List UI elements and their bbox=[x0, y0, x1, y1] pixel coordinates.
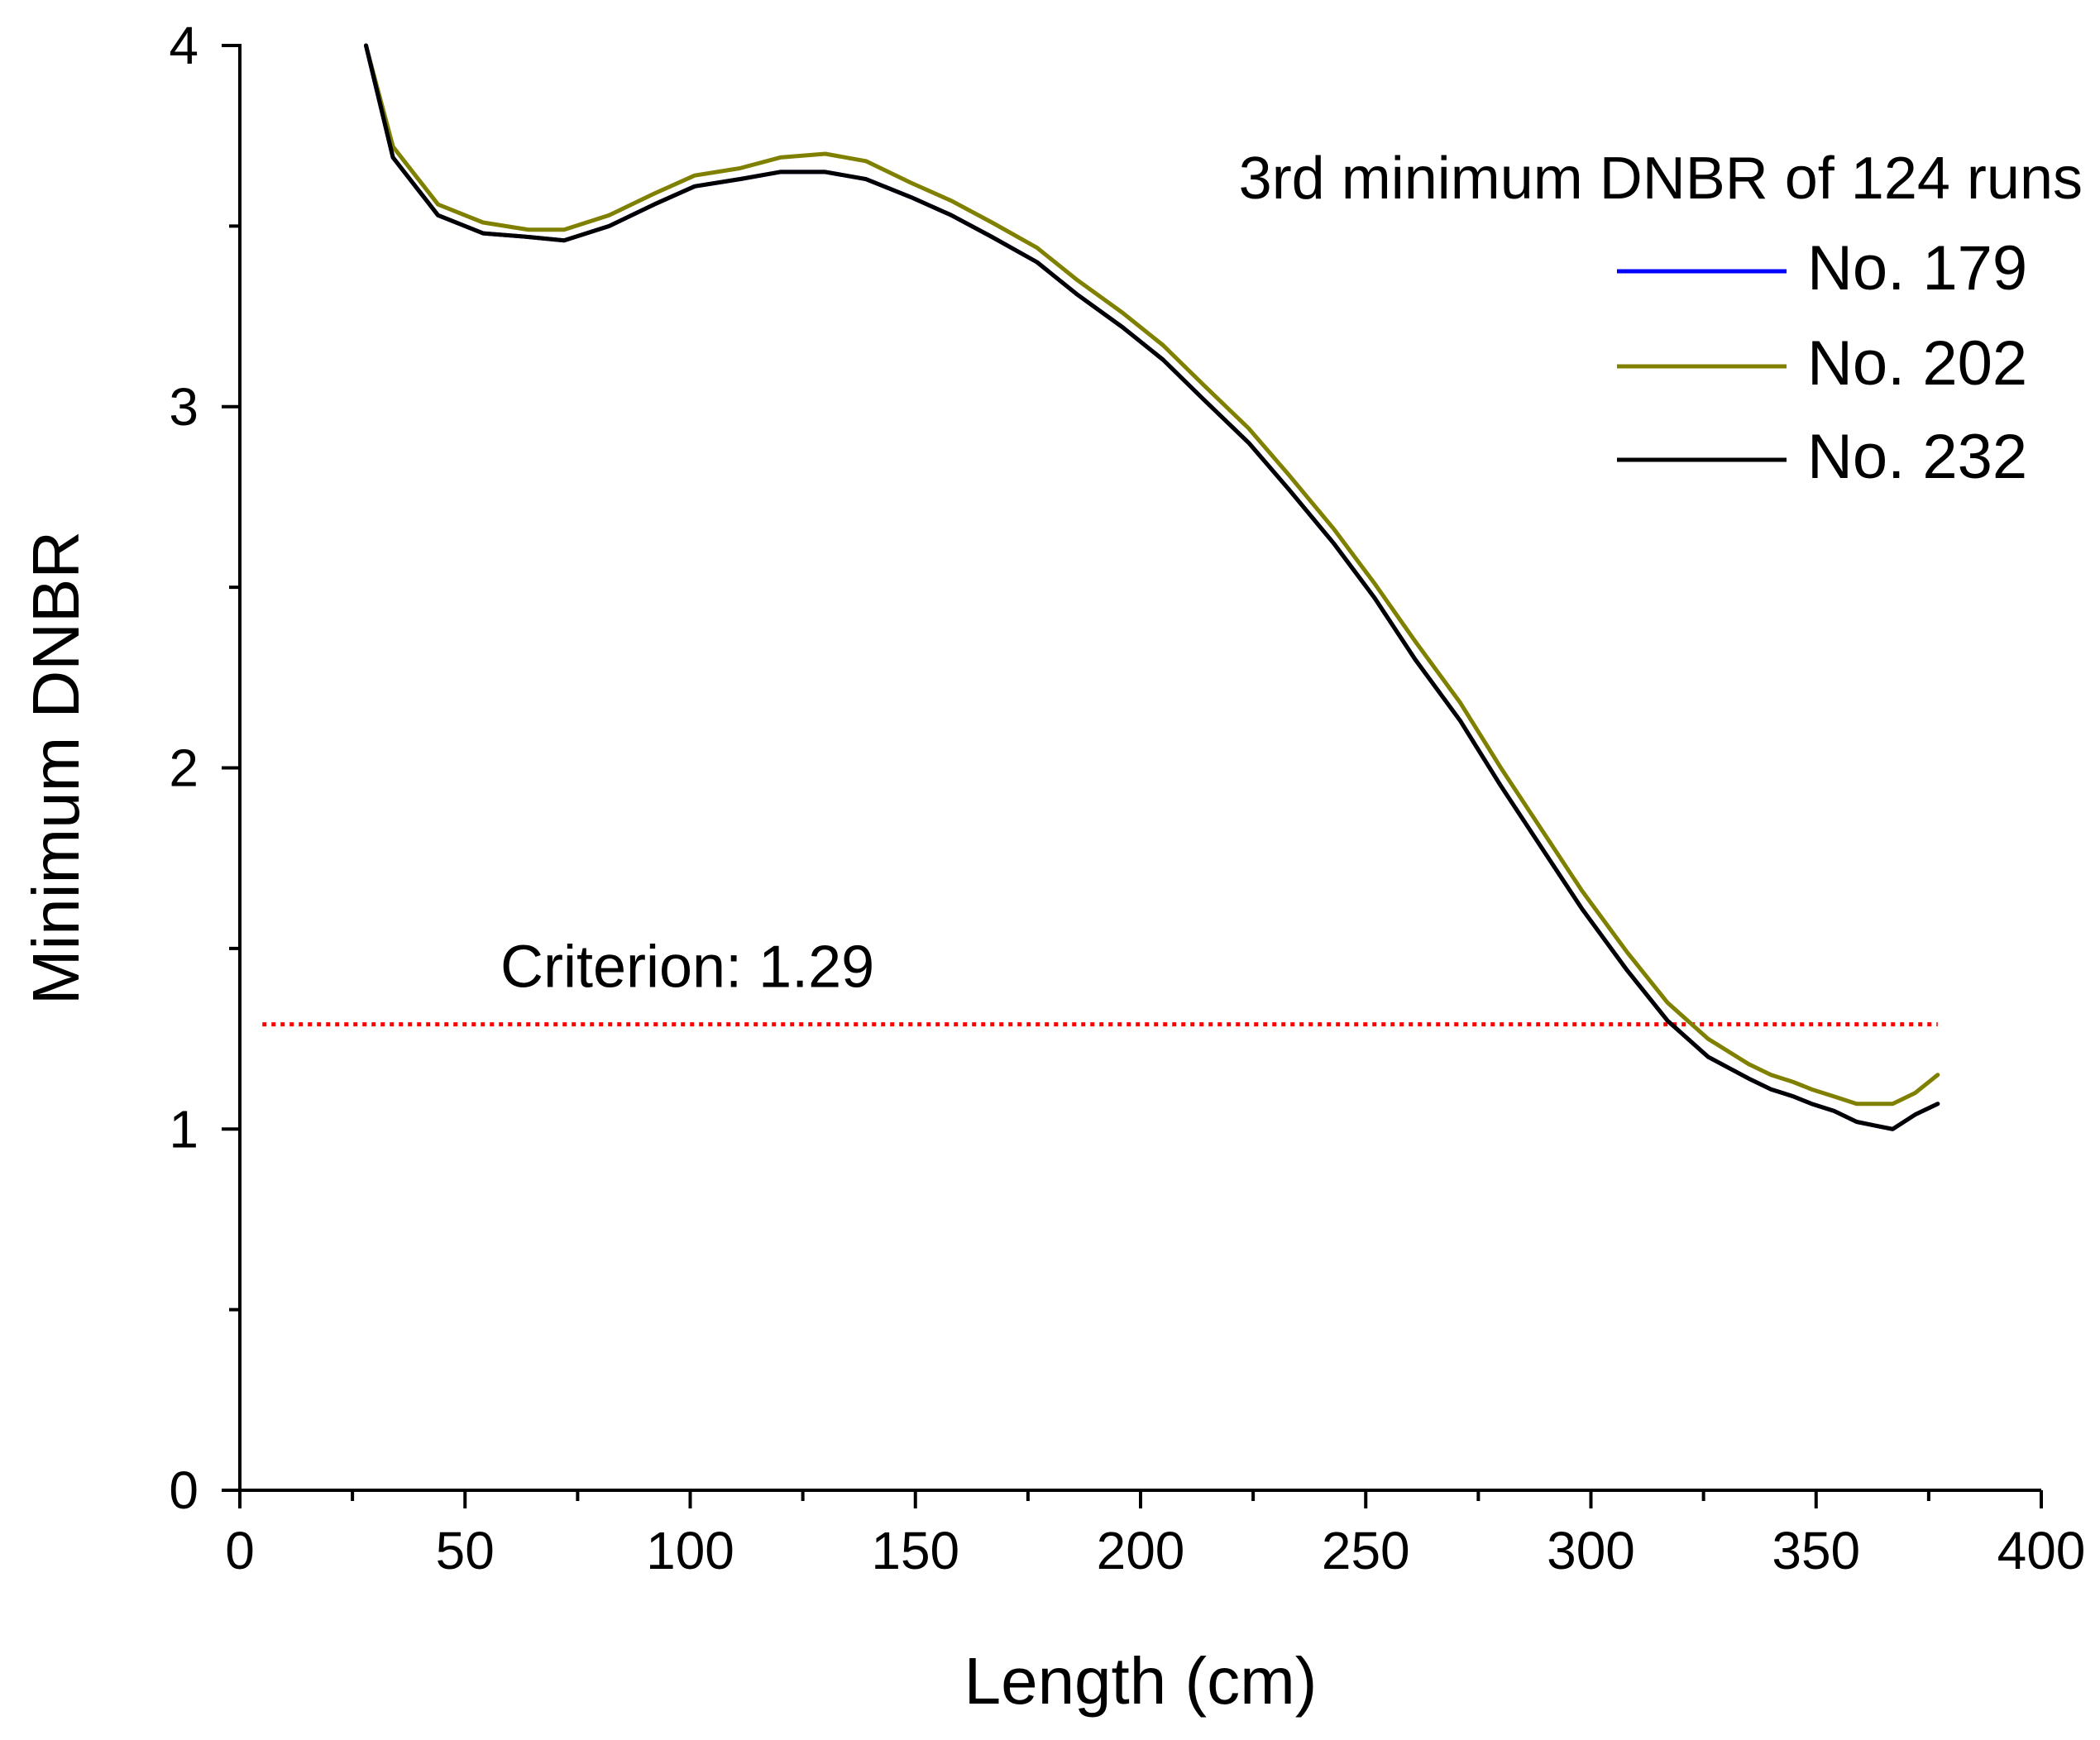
criterion-layer: Criterion: 1.29 bbox=[262, 935, 1938, 1027]
x-tick-label: 0 bbox=[225, 1521, 255, 1580]
y-tick-label: 1 bbox=[169, 1099, 199, 1159]
legend: 3rd minimum DNBR of 124 runs No. 179 No. 2… bbox=[1239, 146, 2083, 492]
x-tick-label: 250 bbox=[1322, 1521, 1410, 1580]
x-axis-label: Length (cm) bbox=[964, 1644, 1318, 1718]
x-tick-label: 200 bbox=[1097, 1521, 1185, 1580]
x-tick-label: 300 bbox=[1547, 1521, 1635, 1580]
y-tick-label: 0 bbox=[169, 1460, 199, 1520]
y-tick-label: 4 bbox=[169, 16, 199, 75]
axis-ticks: 0 50 100 150 200 250 300 350 400 0 1 2 3 4 bbox=[169, 16, 2085, 1580]
axes bbox=[238, 44, 2041, 1492]
series-lines bbox=[364, 43, 1940, 1131]
x-tick-label: 400 bbox=[1997, 1521, 2086, 1580]
criterion-label: Criterion: 1.29 bbox=[500, 935, 874, 1001]
y-tick-label: 3 bbox=[169, 377, 199, 437]
y-axis-label: Minimum DNBR bbox=[19, 531, 93, 1005]
x-tick-label: 350 bbox=[1772, 1521, 1860, 1580]
legend-item-label: No. 202 bbox=[1807, 328, 2027, 399]
axis-labels: Length (cm) Minimum DNBR bbox=[19, 531, 1317, 1718]
x-tick-label: 100 bbox=[646, 1521, 734, 1580]
series-line-no-232 bbox=[364, 43, 1940, 1131]
series-line-no-202 bbox=[364, 43, 1940, 1107]
y-tick-label: 2 bbox=[169, 739, 199, 798]
legend-title: 3rd minimum DNBR of 124 runs bbox=[1239, 146, 2083, 212]
legend-item-label: No. 232 bbox=[1807, 422, 2027, 492]
legend-item-label: No. 179 bbox=[1807, 233, 2027, 304]
x-tick-label: 50 bbox=[436, 1521, 495, 1580]
x-tick-label: 150 bbox=[871, 1521, 959, 1580]
